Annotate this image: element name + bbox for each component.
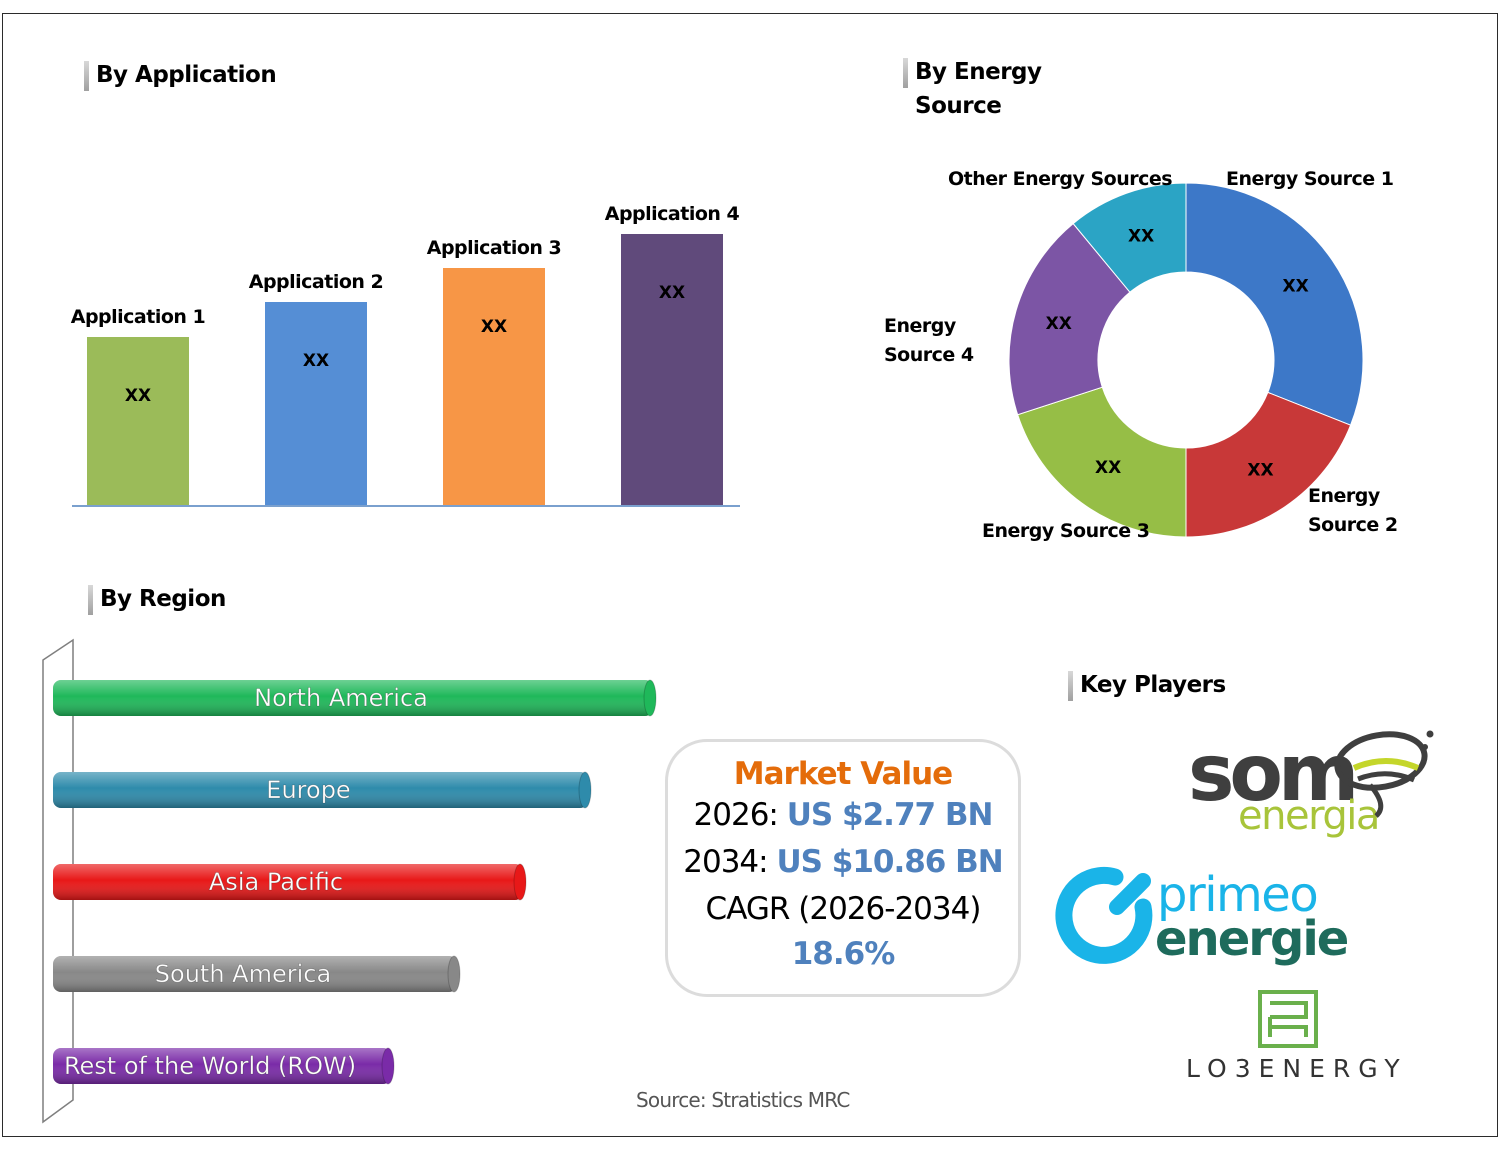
donut-category-label-5: Other Energy Sources bbox=[948, 168, 1172, 190]
donut-slice-5 bbox=[1072, 182, 1187, 293]
application-bar-label-3: Application 3 bbox=[427, 237, 562, 259]
region-bar-label-5: Rest of the World (ROW) bbox=[64, 1052, 356, 1080]
cagr-value: 18.6% bbox=[791, 936, 896, 972]
region-bar-label-2: Europe bbox=[266, 776, 350, 804]
donut-value-label-4: XX bbox=[1046, 314, 1072, 334]
source-note: Source: Stratistics MRC bbox=[636, 1088, 850, 1112]
energy-source-donut-chart: XX Energy Source 1 XX Energy Source 2 XX Energ… bbox=[884, 168, 1398, 542]
donut-value-label-1: XX bbox=[1282, 277, 1308, 297]
region-bar-cap-3 bbox=[513, 863, 527, 901]
market-value-2026-amount: US $2.77 BN bbox=[786, 797, 994, 833]
application-value-label-2: XX bbox=[303, 351, 329, 371]
energy-source-title: By Energy Source bbox=[903, 55, 1042, 123]
donut-slice-4 bbox=[1008, 222, 1131, 416]
application-bar-label-1: Application 1 bbox=[71, 306, 206, 328]
application-title: By Application bbox=[84, 58, 277, 92]
market-value-box: Market Value 2026: US $2.77 BN 2034: US … bbox=[665, 739, 1021, 997]
lo3-logo-text: LO3ENERGY bbox=[1186, 1054, 1408, 1083]
region-bar-chart: North America Europe Asia Pacific South Ame… bbox=[42, 638, 657, 1124]
application-value-label-4: XX bbox=[659, 283, 685, 303]
region-bar-shine-5 bbox=[53, 1048, 391, 1084]
donut-category-label-1: Energy Source 1 bbox=[1226, 168, 1393, 190]
region-bar-shine-1 bbox=[53, 680, 653, 716]
energie-logo-text: energie bbox=[1155, 911, 1348, 967]
donut-category-label-line: Source 4 bbox=[884, 344, 974, 366]
application-bar-1 bbox=[87, 337, 189, 505]
donut-category-label-2: Energy Source 2 bbox=[1308, 485, 1398, 536]
market-value-2034-amount: US $10.86 BN bbox=[776, 844, 1003, 880]
application-bar-chart: Application 1 XX Application 2 XX Applicatio… bbox=[71, 203, 740, 507]
key-players-title: Key Players bbox=[1068, 668, 1226, 702]
application-value-label-1: XX bbox=[125, 386, 151, 406]
donut-category-label-3: Energy Source 3 bbox=[982, 520, 1149, 542]
region-bar-cap-4 bbox=[447, 955, 461, 993]
donut-category-label-line: Other Energy Sources bbox=[948, 168, 1172, 190]
application-bar-2 bbox=[265, 302, 367, 505]
donut-category-label-line: Energy bbox=[884, 315, 957, 337]
donut-category-label-line: Energy bbox=[1308, 485, 1381, 507]
donut-category-label-line: Energy Source 1 bbox=[1226, 168, 1393, 190]
market-value-title: Market Value bbox=[733, 756, 953, 792]
market-year-2034: 2034: bbox=[683, 844, 768, 880]
primeo-logo-text: primeo bbox=[1157, 867, 1317, 923]
power-swirl-icon bbox=[1055, 866, 1153, 964]
donut-value-label-5: XX bbox=[1128, 226, 1154, 246]
donut-category-label-line: Source 2 bbox=[1308, 514, 1398, 536]
donut-value-label-3: XX bbox=[1095, 458, 1121, 478]
region-bar-shine-2 bbox=[53, 772, 588, 808]
region-bar-label-4: South America bbox=[155, 960, 331, 988]
region-title: By Region bbox=[88, 582, 226, 616]
som-logo-text: som bbox=[1188, 729, 1354, 819]
application-bar-3 bbox=[443, 268, 545, 505]
region-bar-label-1: North America bbox=[254, 684, 428, 712]
application-bar-4 bbox=[621, 234, 723, 505]
region-bar-shine-3 bbox=[53, 864, 523, 900]
infographic-frame bbox=[2, 13, 1498, 1137]
cagr-label: CAGR (2026-2034) bbox=[705, 891, 982, 927]
donut-value-label-2: XX bbox=[1247, 461, 1273, 481]
market-value-2026: 2026: US $2.77 BN bbox=[668, 792, 1018, 839]
donut-category-label-line: Energy Source 3 bbox=[982, 520, 1149, 542]
region-bar-shine-4 bbox=[53, 956, 457, 992]
donut-slice-3 bbox=[1017, 386, 1187, 538]
application-bar-label-2: Application 2 bbox=[249, 271, 384, 293]
region-bar-cap-5 bbox=[381, 1047, 395, 1085]
circuit-square-icon bbox=[1258, 990, 1318, 1048]
lo3-energy-logo: LO3ENERGY bbox=[1186, 990, 1408, 1083]
application-value-label-3: XX bbox=[481, 317, 507, 337]
market-value-2034: 2034: US $10.86 BN bbox=[668, 839, 1018, 886]
market-year-2026: 2026: bbox=[693, 797, 779, 833]
donut-slice-2 bbox=[1185, 391, 1352, 538]
energy-source-title-line-1: By Energy bbox=[915, 59, 1042, 85]
energia-logo-text: energia bbox=[1238, 793, 1379, 839]
som-energia-logo: som energia bbox=[1188, 729, 1434, 839]
energy-source-title-line-2: Source bbox=[915, 93, 1002, 119]
donut-category-label-4: Energy Source 4 bbox=[884, 315, 974, 366]
application-bar-label-4: Application 4 bbox=[605, 203, 740, 225]
bee-icon bbox=[1334, 730, 1434, 818]
region-bar-label-3: Asia Pacific bbox=[209, 868, 343, 896]
region-bar-cap-2 bbox=[578, 771, 592, 809]
primeo-energie-logo: primeo energie bbox=[1055, 866, 1350, 967]
donut-slice-1 bbox=[1185, 182, 1364, 426]
region-bar-cap-1 bbox=[643, 679, 657, 717]
